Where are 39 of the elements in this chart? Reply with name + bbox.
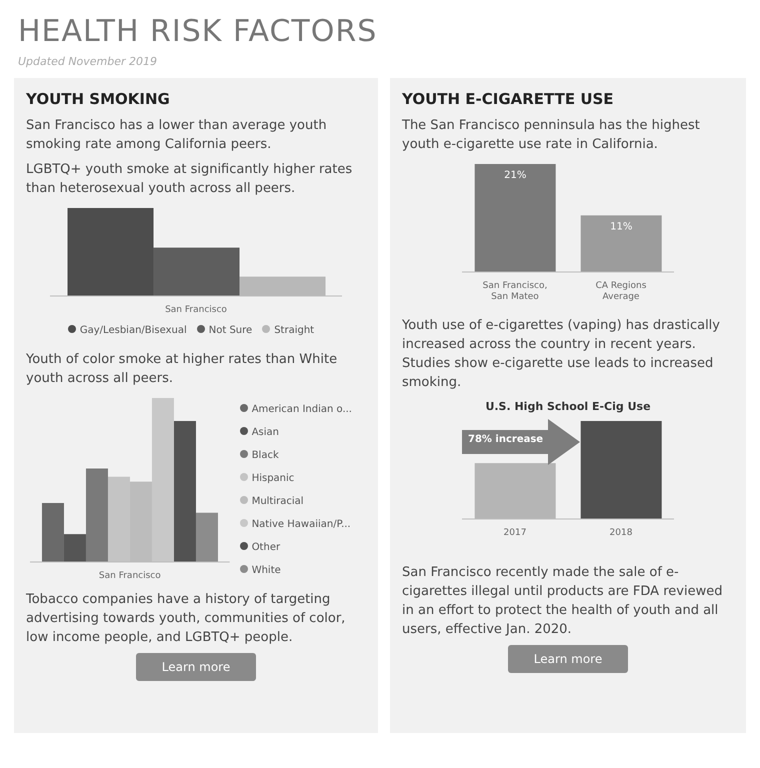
x-tick-label: 2017: [504, 528, 526, 538]
legend-label: Black: [252, 450, 279, 461]
text: Youth of color smoke at higher rates than White youth across all peers.: [26, 351, 338, 388]
legend-label: Gay/Lesbian/Bisexual: [80, 325, 187, 336]
bar: [196, 512, 218, 562]
text: LGBTQ+ youth smoke at significantly higher rates than heterosexual youth across all peers.: [26, 161, 354, 198]
text: Updated November 2019: [18, 55, 158, 68]
legend-label: Native Hawaiian/P...: [252, 519, 351, 530]
legend-label: Multiracial: [252, 496, 304, 507]
chart-title: YOUTH SMOKING: [26, 90, 171, 108]
legend-label: American Indian o...: [252, 404, 352, 415]
legend-label: Other: [252, 542, 280, 553]
annotation: 78% increase: [468, 434, 544, 445]
legend-label: White: [252, 565, 281, 576]
chart-title: YOUTH E-CIGARETTE USE: [402, 90, 615, 108]
learn-more-button: Learn more: [136, 653, 256, 681]
bar: [86, 468, 108, 562]
chart-title: U.S. High School E-Cig Use: [484, 400, 652, 413]
text: San Francisco recently made the sale of e-cigarettes illegal until products are FDA reviewed in an effort to protect the health of youth and all users, effective Jan. 2020.: [402, 564, 724, 639]
bar: [174, 420, 196, 562]
x-axis-title: San Francisco: [165, 305, 228, 315]
bar: [42, 502, 64, 562]
text: HEALTH RISK FACTORS: [18, 14, 378, 49]
text: Tobacco companies have a history of targeting advertising towards youth, communities of color, low income people, and LGBTQ+ people.: [26, 591, 346, 647]
x-axis-title: San Francisco: [98, 571, 162, 581]
x-tick-label: San Francisco, San Mateo: [482, 281, 548, 302]
legend-label: Hispanic: [252, 473, 294, 484]
text: San Francisco has a lower than average youth smoking rate among California peers.: [26, 117, 328, 154]
data-label: 11%: [610, 221, 632, 232]
bar: [64, 534, 86, 562]
x-tick-label: CA Regions Average: [596, 281, 647, 302]
text: The San Francisco penninsula has the highest youth e-cigarette use rate in California.: [402, 117, 701, 154]
text: Youth use of e-cigarettes (vaping) has drastically increased across the country in recent years. Studies show e-cigarette use leads to increased smoking.: [402, 317, 721, 392]
x-tick-label: 2018: [610, 528, 633, 538]
data-label: 21%: [504, 170, 526, 181]
legend-label: Asian: [252, 427, 279, 438]
legend-label: Straight: [274, 325, 314, 336]
learn-more-button: Learn more: [508, 645, 628, 673]
legend-label: Not Sure: [208, 325, 252, 336]
